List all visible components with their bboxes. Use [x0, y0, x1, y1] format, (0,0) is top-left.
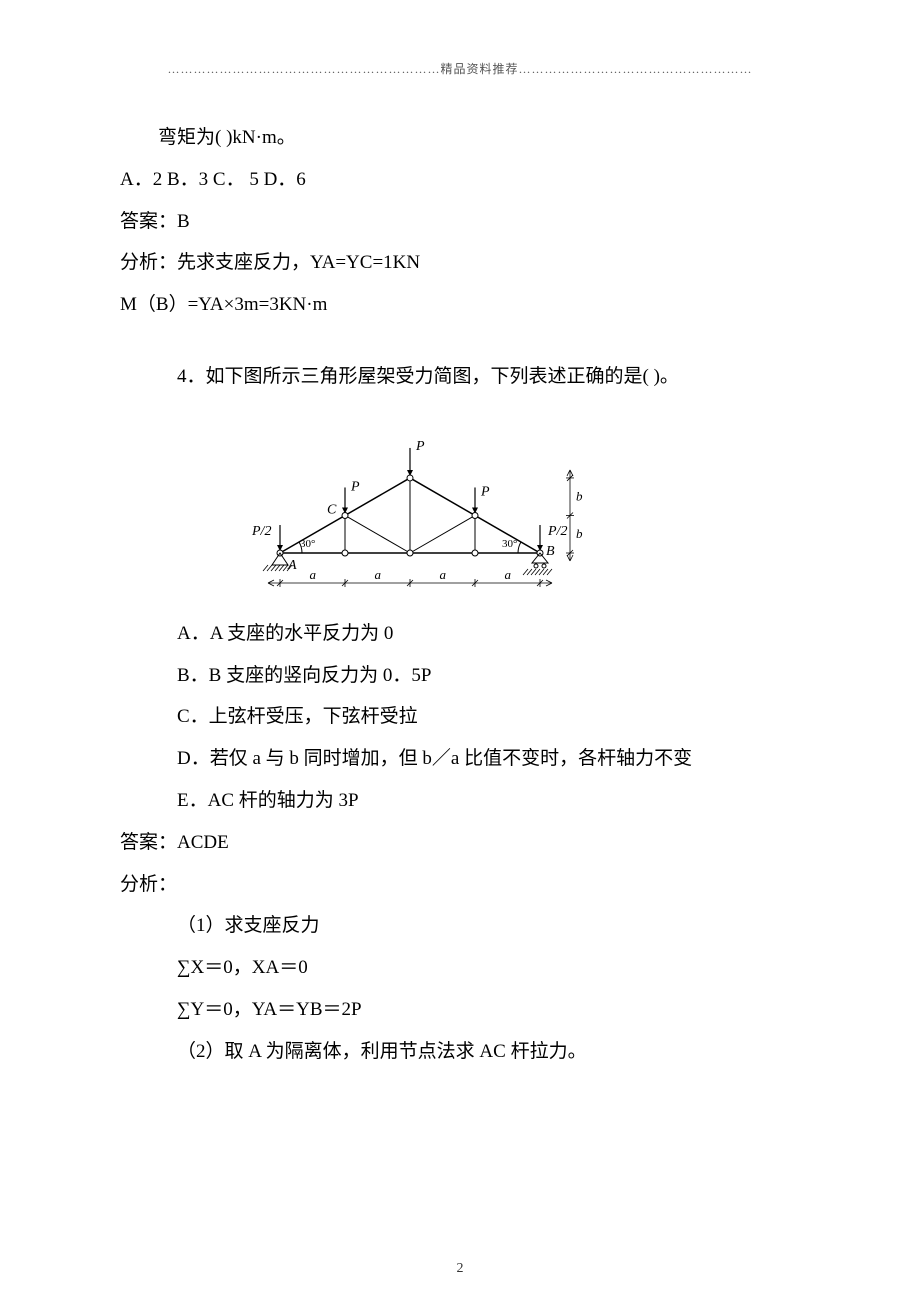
q4-optB: B．B 支座的竖向反力为 0．5P: [120, 655, 800, 697]
q3-options: A．2 B．3 C． 5 D．6: [120, 159, 800, 201]
q4-a1: （1）求支座反力: [120, 905, 800, 947]
q4-a3: ∑Y＝0，YA＝YB＝2P: [120, 989, 800, 1031]
q4-analysis-label: 分析：: [120, 864, 800, 906]
svg-text:a: a: [505, 567, 512, 582]
q3-answer: 答案：B: [120, 201, 800, 243]
svg-text:P: P: [415, 439, 425, 454]
q4-optA: A．A 支座的水平反力为 0: [120, 613, 800, 655]
truss-diagram: P/2P/2PPPCAB30°30°aaaabb: [240, 423, 800, 603]
q4-a4: （2）取 A 为隔离体，利用节点法求 AC 杆拉力。: [120, 1031, 800, 1073]
svg-text:b: b: [576, 488, 583, 503]
q4-optC: C．上弦杆受压，下弦杆受拉: [120, 696, 800, 738]
svg-text:P/2: P/2: [547, 524, 567, 539]
svg-text:P: P: [480, 484, 490, 499]
svg-text:P/2: P/2: [251, 524, 271, 539]
q4-answer: 答案：ACDE: [120, 822, 800, 864]
svg-text:P: P: [350, 479, 360, 494]
q4-stem: 4．如下图所示三角形屋架受力简图，下列表述正确的是( )。: [120, 356, 800, 398]
header-dots: ………………………………………………………精品资料推荐……………………………………: [120, 60, 800, 77]
svg-text:a: a: [375, 567, 382, 582]
q3-stem: 弯矩为( )kN·m。: [120, 117, 800, 159]
svg-text:30°: 30°: [300, 538, 315, 550]
svg-text:C: C: [327, 502, 337, 517]
q4-optE: E．AC 杆的轴力为 3P: [120, 780, 800, 822]
q3-analysis-2: M（B）=YA×3m=3KN·m: [120, 284, 800, 326]
svg-text:a: a: [440, 567, 447, 582]
q4-a2: ∑X＝0，XA＝0: [120, 947, 800, 989]
svg-text:b: b: [576, 526, 583, 541]
page-number: 2: [0, 1261, 920, 1277]
svg-text:B: B: [546, 544, 555, 559]
svg-text:30°: 30°: [502, 538, 517, 550]
q3-analysis-1: 分析：先求支座反力，YA=YC=1KN: [120, 242, 800, 284]
svg-text:a: a: [310, 567, 317, 582]
q4-optD: D．若仅 a 与 b 同时增加，但 b／a 比值不变时，各杆轴力不变: [120, 738, 800, 780]
